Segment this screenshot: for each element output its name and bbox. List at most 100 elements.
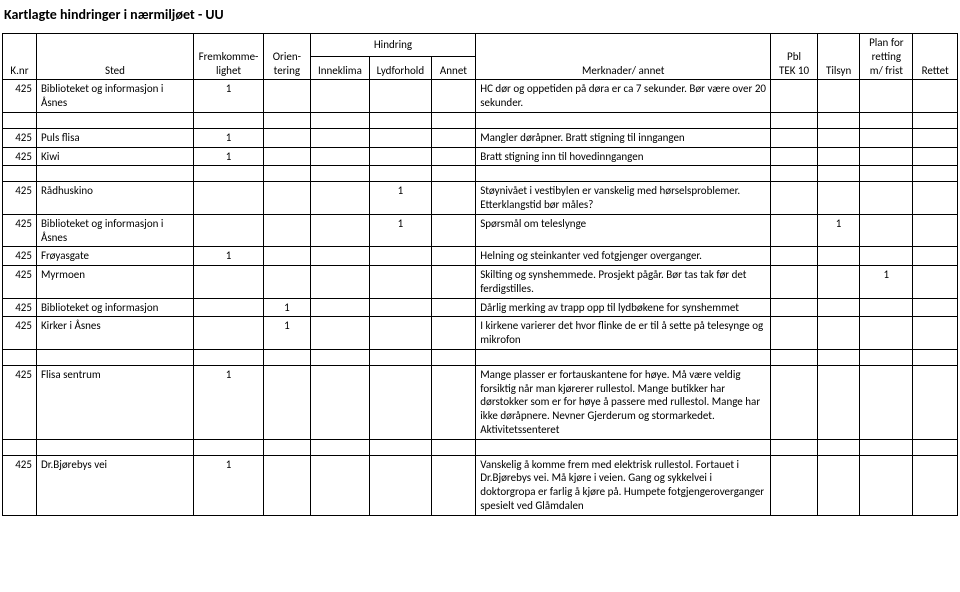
cell-inne [310, 247, 369, 266]
table-row: 425Kirker i Åsnes1I kirkene varierer det… [3, 317, 958, 350]
cell-merk: Dårlig merking av trapp opp til lydbøken… [476, 298, 771, 317]
cell-rettet [913, 455, 958, 515]
cell-lyd: 1 [370, 214, 432, 247]
cell-merk: Vanskelig å komme frem med elektrisk rul… [476, 455, 771, 515]
cell-merk: I kirkene varierer det hvor flinke de er… [476, 317, 771, 350]
cell-sted: Dr.Bjørebys vei [36, 455, 193, 515]
table-row: 425Biblioteket og informasjon1Dårlig mer… [3, 298, 958, 317]
cell-knr: 425 [3, 317, 37, 350]
cell-frem: 1 [193, 147, 263, 166]
cell-merk: HC dør og oppetiden på døra er ca 7 seku… [476, 80, 771, 113]
cell-rettet [913, 214, 958, 247]
cell-rettet [913, 298, 958, 317]
cell-tilsyn [817, 182, 859, 215]
cell-plan [860, 214, 913, 247]
row-gap [3, 166, 958, 182]
cell-tilsyn [817, 147, 859, 166]
page-title: Kartlagte hindringer i nærmiljøet - UU [0, 0, 960, 33]
cell-orien [264, 147, 311, 166]
cell-plan: 1 [860, 266, 913, 299]
cell-frem [193, 214, 263, 247]
table-row: 425Frøyasgate1Helning og steinkanter ved… [3, 247, 958, 266]
table-header: K.nr Sted Fremkomme- lighet Orien- terin… [3, 34, 958, 80]
cell-tilsyn [817, 247, 859, 266]
cell-plan [860, 247, 913, 266]
cell-tilsyn [817, 317, 859, 350]
cell-inne [310, 128, 369, 147]
cell-merk: Mange plasser er fortauskantene for høye… [476, 365, 771, 439]
cell-sted: Puls flisa [36, 128, 193, 147]
table-row: 425Biblioteket og informasjon i Åsnes1HC… [3, 80, 958, 113]
cell-annet [431, 317, 476, 350]
cell-inne [310, 214, 369, 247]
cell-plan [860, 128, 913, 147]
cell-rettet [913, 182, 958, 215]
header-sted: Sted [36, 34, 193, 80]
cell-lyd [370, 365, 432, 439]
cell-annet [431, 214, 476, 247]
cell-lyd [370, 128, 432, 147]
cell-pbl [771, 455, 818, 515]
cell-orien [264, 365, 311, 439]
cell-pbl [771, 182, 818, 215]
table-row: 425Kiwi1Bratt stigning inn til hovedinng… [3, 147, 958, 166]
cell-inne [310, 298, 369, 317]
cell-merk: Spørsmål om teleslynge [476, 214, 771, 247]
cell-pbl [771, 266, 818, 299]
cell-rettet [913, 365, 958, 439]
header-hindring: Hindring [310, 34, 476, 57]
header-lydforhold: Lydforhold [370, 57, 432, 80]
header-annet: Annet [431, 57, 476, 80]
cell-annet [431, 298, 476, 317]
cell-frem: 1 [193, 455, 263, 515]
cell-merk: Mangler døråpner. Bratt stigning til inn… [476, 128, 771, 147]
cell-sted: Frøyasgate [36, 247, 193, 266]
cell-frem [193, 266, 263, 299]
cell-annet [431, 147, 476, 166]
cell-rettet [913, 147, 958, 166]
cell-knr: 425 [3, 266, 37, 299]
cell-knr: 425 [3, 182, 37, 215]
cell-orien [264, 266, 311, 299]
cell-plan [860, 182, 913, 215]
cell-tilsyn [817, 365, 859, 439]
cell-sted: Rådhuskino [36, 182, 193, 215]
cell-orien [264, 128, 311, 147]
cell-lyd [370, 80, 432, 113]
cell-sted: Biblioteket og informasjon [36, 298, 193, 317]
header-plan: Plan for retting m/ frist [860, 34, 913, 80]
row-gap [3, 349, 958, 365]
cell-knr: 425 [3, 128, 37, 147]
header-rettet: Rettet [913, 34, 958, 80]
cell-orien [264, 182, 311, 215]
cell-pbl [771, 128, 818, 147]
cell-inne [310, 365, 369, 439]
cell-knr: 425 [3, 80, 37, 113]
cell-frem [193, 298, 263, 317]
cell-pbl [771, 365, 818, 439]
cell-plan [860, 147, 913, 166]
row-gap [3, 112, 958, 128]
header-pbl: Pbl TEK 10 [771, 34, 818, 80]
cell-plan [860, 455, 913, 515]
cell-inne [310, 455, 369, 515]
cell-lyd [370, 147, 432, 166]
cell-inne [310, 317, 369, 350]
cell-lyd [370, 298, 432, 317]
cell-plan [860, 298, 913, 317]
cell-orien [264, 80, 311, 113]
cell-tilsyn [817, 80, 859, 113]
header-knr: K.nr [3, 34, 37, 80]
cell-sted: Kirker i Åsnes [36, 317, 193, 350]
row-gap [3, 439, 958, 455]
header-orientering: Orien- tering [264, 34, 311, 80]
table-row: 425Rådhuskino1Støynivået i vestibylen er… [3, 182, 958, 215]
cell-tilsyn: 1 [817, 214, 859, 247]
cell-merk: Skilting og synshemmede. Prosjekt pågår.… [476, 266, 771, 299]
cell-annet [431, 128, 476, 147]
cell-tilsyn [817, 298, 859, 317]
table-row: 425Flisa sentrum1Mange plasser er fortau… [3, 365, 958, 439]
cell-plan [860, 80, 913, 113]
cell-merk: Støynivået i vestibylen er vanskelig med… [476, 182, 771, 215]
cell-annet [431, 365, 476, 439]
